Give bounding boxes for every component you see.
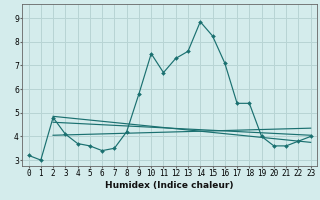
X-axis label: Humidex (Indice chaleur): Humidex (Indice chaleur) <box>105 181 234 190</box>
